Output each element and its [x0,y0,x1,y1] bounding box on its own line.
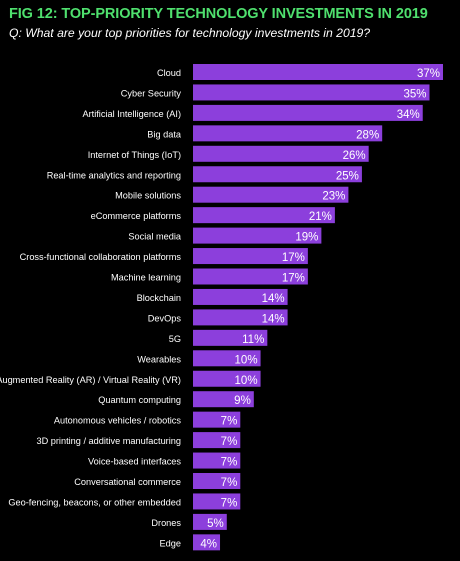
bar [193,309,288,326]
bar [193,207,335,224]
value-label: 34% [397,109,420,121]
category-label: 3D printing / additive manufacturing [36,436,181,446]
category-label: DevOps [148,313,182,323]
value-label: 23% [322,191,345,203]
value-label: 25% [336,170,359,182]
value-label: 10% [235,375,258,387]
bar [193,350,261,367]
category-label: Big data [147,129,182,139]
category-label: Voice-based interfaces [88,457,181,467]
bar [193,268,308,285]
bar [193,125,383,142]
bar [193,473,241,489]
category-label: eCommerce platforms [91,211,182,221]
category-label: Drones [151,518,181,528]
value-label: 28% [356,129,379,141]
category-label: Cyber Security [121,88,182,98]
bar [193,186,349,203]
value-label: 7% [221,477,238,489]
value-label: 17% [282,273,305,285]
category-label: Cross-functional collaboration platforms [20,252,182,262]
bar [193,493,241,510]
bar [193,288,288,305]
bar [193,534,221,551]
category-label: Mobile solutions [115,191,181,201]
value-label: 5% [207,518,224,530]
value-label: 26% [343,150,366,162]
value-label: 7% [221,497,238,509]
category-label: Augmented Reality (AR) / Virtual Reality… [0,375,181,385]
value-label: 11% [242,334,264,346]
bar [193,104,423,121]
bar [193,145,369,162]
chart-subtitle: Q: What are your top priorities for tech… [9,26,371,40]
category-label: Conversational commerce [74,477,181,487]
category-label: Social media [128,232,181,242]
bar [193,227,322,244]
bar [193,329,268,346]
value-label: 7% [221,416,238,428]
category-label: 5G [169,334,181,344]
value-label: 14% [262,313,285,325]
bar [193,370,261,387]
category-label: Real-time analytics and reporting [47,170,181,180]
category-label: Edge [160,538,181,548]
value-label: 7% [221,457,238,469]
category-label: Internet of Things (IoT) [88,150,181,160]
bar [193,411,241,428]
bar [193,166,362,183]
bar [193,84,430,101]
bar [193,513,227,530]
value-label: 19% [295,232,318,244]
category-label: Blockchain [137,293,181,303]
value-label: 21% [309,211,332,223]
chart-title: FIG 12: TOP-PRIORITY TECHNOLOGY INVESTME… [9,6,428,22]
value-label: 35% [403,88,426,100]
value-label: 9% [234,395,251,407]
value-label: 14% [262,293,285,305]
category-label: Artificial Intelligence (AI) [82,109,181,119]
value-label: 37% [417,68,440,80]
value-label: 7% [221,436,238,448]
bar [193,248,308,265]
category-label: Quantum computing [98,395,181,405]
bar [193,391,254,408]
value-label: 10% [235,354,258,366]
category-label: Autonomous vehicles / robotics [54,416,182,426]
category-label: Cloud [157,68,181,78]
value-label: 17% [282,252,305,264]
category-label: Wearables [137,354,181,364]
bar [193,432,241,449]
bar [193,452,241,469]
category-label: Machine learning [111,273,181,283]
category-label: Geo-fencing, beacons, or other embedded [8,497,181,507]
value-label: 4% [200,538,217,550]
bar [193,64,443,80]
